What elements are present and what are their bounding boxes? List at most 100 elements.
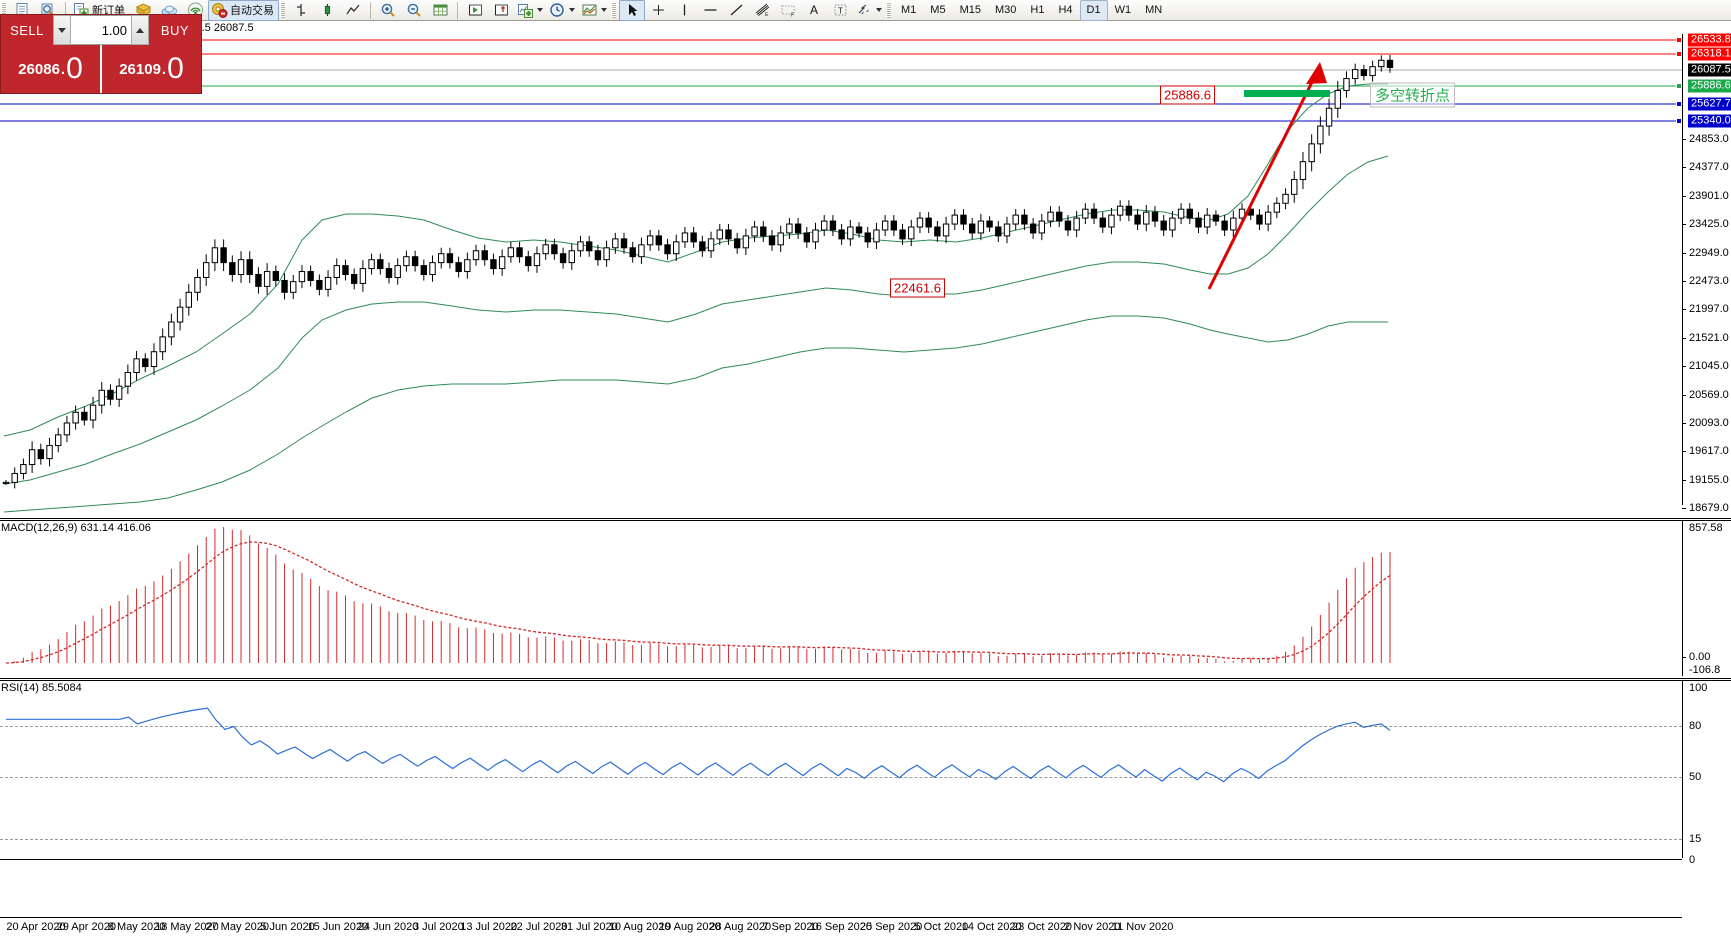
trendline-icon[interactable] [723, 0, 749, 21]
chevron-down-icon-4[interactable] [876, 8, 882, 12]
macd-axis: 857.58 0.00 -106.8 [1682, 518, 1731, 678]
tag-last-price[interactable]: 26087.5 [1688, 63, 1731, 77]
timeframe-d1[interactable]: D1 [1079, 0, 1108, 21]
price-tick-label: 23425.0 [1689, 218, 1729, 231]
zoom-in-icon[interactable] [375, 0, 401, 21]
sell-price[interactable]: 26086 . 0 [1, 45, 100, 93]
tag-resistance[interactable]: 26318.1 [1688, 47, 1731, 61]
chart-area[interactable]: JPN225-,Daily 25700.0 26207.5 25662.5 26… [0, 21, 1731, 936]
rsi-pane[interactable] [0, 681, 1682, 856]
buy-price-decimal: 0 [167, 52, 184, 85]
svg-text:E: E [765, 12, 769, 18]
tag-support-2-handle[interactable] [1676, 118, 1682, 124]
timeframe-m30[interactable]: M30 [994, 4, 1017, 16]
buy-price[interactable]: 26109 . 0 [102, 45, 201, 93]
equidistant-channel-icon[interactable]: F [775, 0, 801, 21]
timeframe-h4[interactable]: H4 [1058, 4, 1073, 16]
tag-support-2[interactable]: 25340.0 [1688, 114, 1731, 128]
red-up-arrow[interactable] [1207, 62, 1327, 290]
tag-support-1-handle[interactable] [1676, 101, 1682, 107]
sell-price-integer: 26086 [18, 60, 60, 78]
date-axis-label: 31 Jul 2020 [560, 921, 618, 933]
tag-target-handle[interactable] [1676, 83, 1682, 89]
price-label-lower[interactable]: 22461.6 [890, 278, 945, 298]
chevron-down-icon[interactable] [537, 8, 543, 12]
tag-support-1[interactable]: 25627.7 [1688, 97, 1731, 111]
price-tick-label: 24853.0 [1689, 133, 1729, 145]
horizontal-line-icon[interactable] [697, 0, 723, 21]
chinese-annotation[interactable]: 多空转折点 [1370, 82, 1456, 108]
chart-grid-icon[interactable] [427, 0, 453, 21]
cursor-icon[interactable] [619, 0, 645, 21]
volume-decrease-button[interactable] [53, 15, 71, 45]
timeframe-m1[interactable]: M1 [901, 4, 917, 16]
tag-resistance-handle[interactable] [1676, 51, 1682, 57]
vertical-line-icon[interactable] [671, 0, 697, 21]
price-tick-label: 18679.0 [1689, 502, 1729, 515]
macd-pane[interactable] [0, 521, 1682, 676]
price-axis[interactable]: 24853.0 24377.0 23901.0 23425.0 22949.0 22473… [1676, 21, 1731, 514]
price-pane[interactable] [0, 34, 1682, 518]
tag-ask-stop[interactable]: 26533.8 [1688, 33, 1731, 47]
date-axis-label: 15 Jun 2020 [307, 921, 369, 933]
volume-stepper[interactable]: 1.00 [53, 15, 149, 45]
text-icon[interactable]: A [809, 3, 818, 17]
macd-axis-line [1682, 520, 1683, 676]
timeframe-mn[interactable]: MN [1145, 4, 1163, 16]
auto-scroll-icon[interactable] [462, 0, 488, 21]
price-tick-label: 19155.0 [1689, 473, 1729, 486]
chart-shift-icon[interactable] [488, 0, 514, 21]
add-indicator-icon[interactable] [514, 0, 546, 21]
svg-text:T: T [838, 7, 843, 16]
date-axis-label: 18 May 2020 [155, 921, 219, 933]
macd-histogram [14, 527, 1391, 663]
date-axis-label: 19 Aug 2020 [658, 921, 721, 933]
zoom-out-icon[interactable] [401, 0, 427, 21]
timeframe-h1[interactable]: H1 [1030, 4, 1045, 16]
signals-wifi-icon[interactable] [182, 0, 208, 21]
bar-chart-icon[interactable] [288, 0, 314, 21]
sell-button[interactable]: SELL [1, 15, 53, 45]
price-tick-label: 24377.0 [1689, 161, 1729, 174]
text-label-icon[interactable]: T [827, 0, 853, 21]
price-tick-mark [1682, 309, 1686, 311]
chevron-down-icon-2[interactable] [569, 8, 575, 12]
toolbar-grip-1[interactable] [1, 2, 6, 18]
tag-ask-stop-handle[interactable] [1676, 37, 1682, 43]
price-label-upper[interactable]: 25886.6 [1160, 85, 1215, 105]
candlestick-chart-icon[interactable] [314, 0, 340, 21]
timeframe-w1[interactable]: W1 [1114, 4, 1132, 16]
sell-price-dot: . [60, 60, 66, 78]
timeframe-m15[interactable]: M15 [959, 4, 981, 16]
line-chart-icon[interactable] [340, 0, 366, 21]
bollinger-middle [3, 155, 1389, 485]
chevron-down-icon-3[interactable] [601, 8, 607, 12]
tag-target[interactable]: 25886.6 [1688, 79, 1731, 93]
toolbar-grip-2[interactable] [280, 2, 285, 18]
price-tick-label: 22949.0 [1689, 246, 1729, 259]
toolbar-grip-4[interactable] [886, 2, 891, 18]
rsi-scale-50: 50 [1689, 771, 1702, 783]
fibonacci-icon[interactable]: E [749, 0, 775, 21]
price-tick-mark [1682, 366, 1686, 368]
green-target-band[interactable] [1244, 90, 1330, 97]
buy-price-integer: 26109 [119, 60, 161, 78]
period-clock-icon[interactable] [546, 0, 578, 21]
price-tick-mark [1682, 508, 1686, 510]
buy-price-dot: . [161, 60, 167, 78]
arrows-icon[interactable] [853, 0, 885, 21]
rsi-level-15 [0, 839, 1682, 840]
rsi-axis: 100 80 50 15 0 [1682, 678, 1731, 918]
autotrading-button[interactable]: 自动交易 [208, 0, 279, 21]
one-click-trading-panel[interactable]: SELL 1.00 BUY 26086 . 0 26109 . 0 [0, 14, 202, 94]
templates-icon[interactable] [578, 0, 610, 21]
timeframe-m5[interactable]: M5 [930, 4, 946, 16]
date-axis-label: 5 Jun 2020 [260, 921, 315, 933]
toolbar-grip-3[interactable] [611, 2, 616, 18]
date-axis[interactable]: 20 Apr 2020 29 Apr 2020 8 May 2020 18 May 2… [0, 917, 1682, 936]
volume-input[interactable]: 1.00 [71, 15, 131, 45]
crosshair-icon[interactable] [645, 0, 671, 21]
volume-increase-button[interactable] [131, 15, 149, 45]
buy-button[interactable]: BUY [149, 15, 201, 45]
macd-tick-zero [1682, 657, 1686, 658]
